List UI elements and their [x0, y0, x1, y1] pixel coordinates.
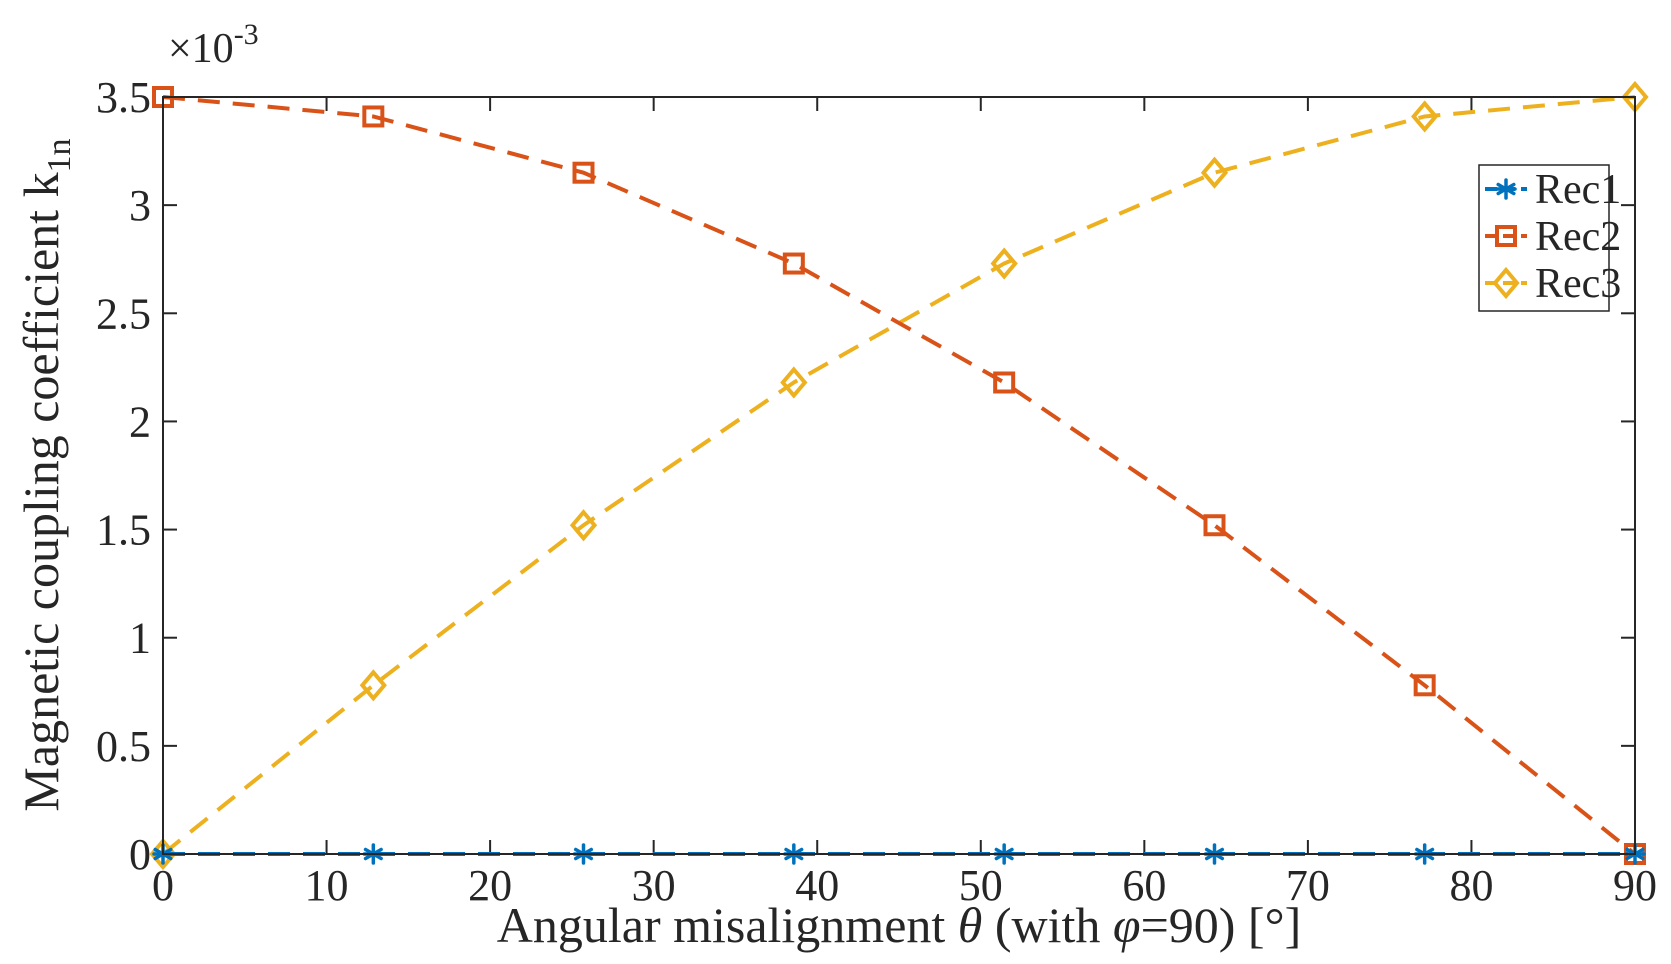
data-point-rec3-3 [780, 366, 808, 399]
y-tick-label-1: 1 [129, 614, 151, 663]
plot-frame [162, 96, 1636, 855]
x-tick-label-10: 10 [305, 861, 349, 910]
x-tick-label-50: 50 [959, 861, 1003, 910]
legend-label-rec2: Rec2 [1535, 214, 1621, 260]
data-point-rec2-4 [993, 371, 1016, 394]
y-tick-label-1.5: 1.5 [96, 506, 151, 555]
legend-entry-rec2: Rec2 [1485, 214, 1621, 260]
legend-marker-rec2 [1495, 225, 1517, 247]
data-point-rec3-2 [569, 509, 598, 542]
data-point-rec2-5 [1203, 514, 1226, 537]
y-tick-label-2.5: 2.5 [96, 289, 151, 338]
y-axis-multiplier: ×10-3 [168, 18, 259, 72]
data-point-rec2-6 [1413, 674, 1436, 697]
data-point-rec2-3 [782, 252, 805, 275]
legend-entry-rec3: Rec3 [1485, 261, 1621, 307]
legend-label-rec3: Rec3 [1535, 261, 1621, 307]
legend-label-rec1: Rec1 [1535, 167, 1621, 213]
legend-marker-rec1 [1495, 178, 1517, 200]
x-tick-label-40: 40 [795, 861, 839, 910]
x-tick-label-70: 70 [1286, 861, 1330, 910]
data-point-rec2-1 [362, 105, 385, 128]
y-tick-label-2: 2 [129, 397, 151, 446]
data-point-rec3-4 [990, 247, 1018, 280]
x-tick-label-0: 0 [152, 861, 174, 910]
legend-marker-rec3 [1492, 266, 1520, 300]
x-tick-label-30: 30 [632, 861, 676, 910]
y-axis-label: Magnetic coupling coefficient k1n [13, 138, 78, 811]
series-line-rec3 [161, 95, 1636, 856]
y-tick-label-0: 0 [129, 830, 151, 879]
x-tick-label-60: 60 [1122, 861, 1166, 910]
x-tick-label-20: 20 [468, 861, 512, 910]
y-axis-ticks: 0 0.5 1 1.5 2 2.5 3 3.5 [96, 73, 1635, 879]
x-tick-label-80: 80 [1449, 861, 1493, 910]
data-point-rec3-6 [1411, 100, 1439, 133]
x-tick-label-90: 90 [1613, 861, 1657, 910]
y-tick-label-3.5: 3.5 [96, 73, 151, 122]
y-tick-label-0.5: 0.5 [96, 722, 151, 771]
data-point-rec3-5 [1200, 156, 1229, 189]
x-axis-label: Angular misalignment θ (with φ=90) [°] [497, 897, 1301, 953]
y-tick-label-3: 3 [129, 181, 151, 230]
legend-entry-rec1: Rec1 [1485, 167, 1621, 213]
x-axis-ticks: 0 10 20 30 40 50 60 70 80 90 [152, 97, 1657, 910]
series-line-rec2 [162, 95, 1637, 856]
data-point-rec3-1 [359, 669, 387, 702]
data-point-rec2-2 [572, 161, 595, 184]
